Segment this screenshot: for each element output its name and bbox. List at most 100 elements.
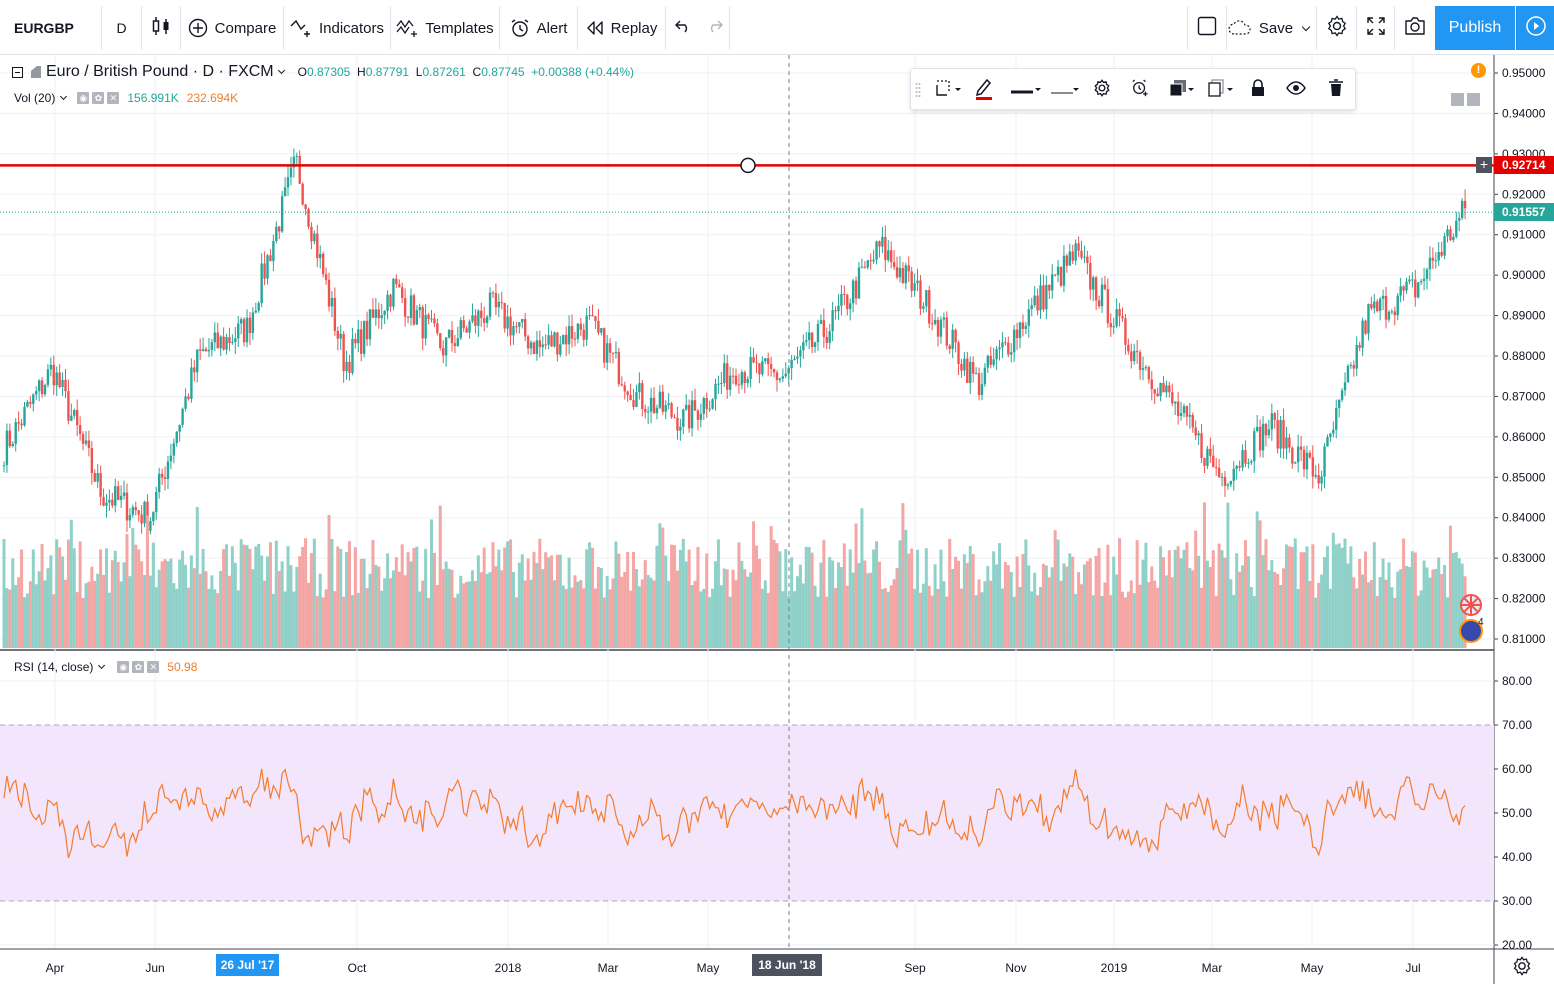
candle-body: [1045, 284, 1048, 310]
clone-button[interactable]: [1201, 75, 1231, 105]
volume-bar: [1296, 589, 1300, 648]
close-icon[interactable]: ✕: [107, 92, 120, 104]
series-title[interactable]: Euro / British Pound · D · FXCM: [46, 63, 274, 80]
candle-body: [157, 473, 161, 492]
volume-bar: [564, 589, 568, 648]
rsi-label[interactable]: RSI (14, close): [14, 660, 94, 674]
fullscreen-button[interactable]: [1357, 6, 1395, 50]
price-axis-label: 0.94000: [1502, 106, 1546, 120]
volume-bar: [1340, 547, 1344, 648]
save-button[interactable]: Save: [1227, 6, 1317, 50]
volume-bar: [500, 570, 504, 648]
candle-body: [196, 349, 199, 373]
rsi-chevron-icon[interactable]: [98, 661, 106, 669]
alert-button[interactable]: Alert: [500, 6, 578, 50]
indicators-button[interactable]: Indicators: [284, 6, 391, 50]
redo-button[interactable]: [700, 6, 730, 50]
lock-button[interactable]: [1243, 75, 1273, 105]
volume-bar: [321, 597, 325, 648]
drawing-settings-button[interactable]: [1087, 75, 1117, 105]
scale-up-button[interactable]: [1467, 93, 1480, 106]
price-axis-label: 0.90000: [1502, 268, 1546, 282]
symbol-search-button[interactable]: EURGBP: [0, 6, 102, 50]
settings-button[interactable]: [1317, 6, 1357, 50]
candle-body: [1446, 229, 1449, 237]
candle-body: [342, 333, 345, 372]
gear-icon[interactable]: ✿: [92, 92, 105, 104]
candle-body: [1335, 408, 1338, 430]
interval-button[interactable]: D: [102, 6, 142, 50]
candle-body: [1235, 465, 1238, 469]
volume-chevron-icon[interactable]: [60, 92, 68, 100]
dividend-event-icon[interactable]: [1459, 619, 1483, 643]
volume-bar: [690, 585, 694, 648]
close-icon[interactable]: ✕: [147, 661, 160, 673]
add-alert-button[interactable]: [1125, 75, 1155, 105]
volume-bar: [1132, 593, 1136, 648]
replay-button[interactable]: Replay: [578, 6, 666, 50]
candle-body: [608, 343, 612, 353]
candle-body: [620, 384, 624, 386]
templates-button[interactable]: Templates: [391, 6, 500, 50]
volume-bar: [1047, 577, 1051, 648]
volume-bar: [1003, 562, 1007, 648]
undo-button[interactable]: [666, 6, 700, 50]
hide-button[interactable]: [1281, 75, 1311, 105]
compare-button[interactable]: Compare: [181, 6, 284, 50]
line-style-button[interactable]: [1047, 75, 1077, 105]
rsi-axis-label: 50.00: [1502, 806, 1532, 820]
volume-bar: [5, 588, 9, 648]
candle-body: [336, 330, 339, 339]
warning-icon[interactable]: !: [1471, 63, 1486, 78]
candle-body: [1241, 450, 1244, 468]
volume-bar: [962, 554, 966, 648]
volume-bar: [400, 544, 404, 648]
volume-bar: [1434, 568, 1438, 648]
eye-icon[interactable]: ◉: [77, 92, 90, 104]
candle-body: [17, 422, 20, 424]
volume-bar: [230, 546, 234, 648]
candle-body: [1080, 250, 1083, 258]
candle-body: [1326, 437, 1329, 447]
candle-body: [1092, 277, 1095, 290]
series-menu-chevron-icon[interactable]: [277, 66, 285, 74]
candle-body: [1062, 255, 1066, 286]
volume-bar: [593, 588, 597, 648]
candle-body: [210, 342, 214, 350]
visual-order-button[interactable]: [1163, 75, 1193, 105]
delete-button[interactable]: [1321, 75, 1351, 105]
candle-body: [187, 396, 190, 399]
candle-body: [1220, 476, 1224, 478]
chart-settings-corner-button[interactable]: [1512, 956, 1532, 976]
volume-bar: [128, 576, 132, 648]
chart-type-button[interactable]: [142, 6, 181, 50]
volume-bar: [388, 578, 392, 648]
gear-icon: [1512, 956, 1532, 980]
candle-body: [301, 183, 304, 205]
close-label: C: [472, 65, 482, 79]
candle-body: [655, 407, 659, 414]
volume-bar: [34, 584, 38, 648]
gear-icon[interactable]: ✿: [132, 661, 145, 673]
volume-bar: [719, 585, 723, 648]
line-color-button[interactable]: [969, 75, 999, 105]
line-width-button[interactable]: [1007, 75, 1037, 105]
caret-down-icon: [1073, 88, 1079, 91]
snapshot-button[interactable]: [1395, 6, 1435, 50]
add-horizontal-line-button[interactable]: +: [1476, 157, 1492, 173]
publish-button[interactable]: Publish: [1435, 6, 1515, 50]
candle-body: [1440, 252, 1443, 256]
candle-body: [5, 430, 9, 466]
drag-handle-icon[interactable]: [911, 75, 925, 105]
volume-bar: [1041, 563, 1045, 648]
layout-button[interactable]: [1187, 6, 1227, 50]
select-area-button[interactable]: [929, 75, 959, 105]
publish-menu-button[interactable]: [1516, 6, 1554, 50]
volume-label[interactable]: Vol (20): [14, 91, 56, 105]
flag-event-icon[interactable]: [1460, 594, 1482, 616]
eye-icon[interactable]: ◉: [117, 661, 130, 673]
collapse-legend-icon[interactable]: [12, 66, 23, 78]
candle-body: [23, 406, 26, 426]
scale-down-button[interactable]: [1451, 93, 1464, 106]
